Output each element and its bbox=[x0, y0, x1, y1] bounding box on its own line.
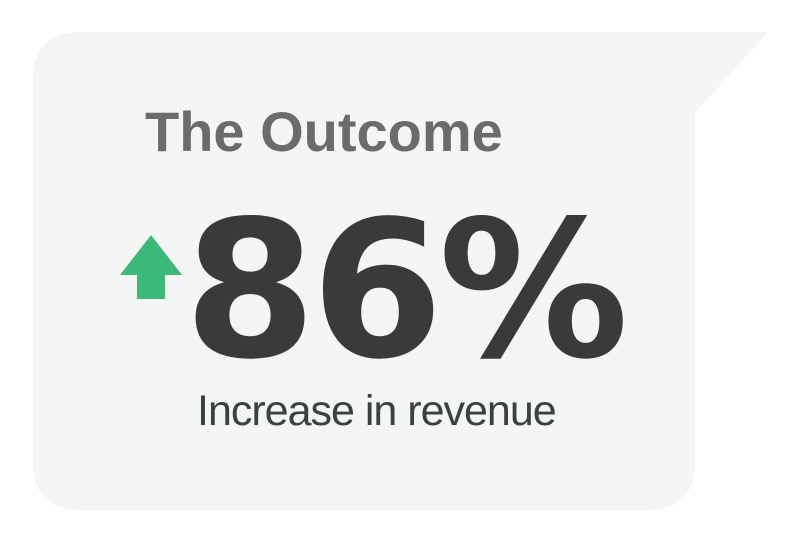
metric-description: Increase in revenue bbox=[197, 387, 557, 435]
metric-value: 86% bbox=[184, 180, 629, 401]
speech-bubble-background bbox=[33, 32, 768, 510]
up-arrow-icon bbox=[120, 235, 182, 299]
card-title: The Outcome bbox=[145, 100, 503, 163]
